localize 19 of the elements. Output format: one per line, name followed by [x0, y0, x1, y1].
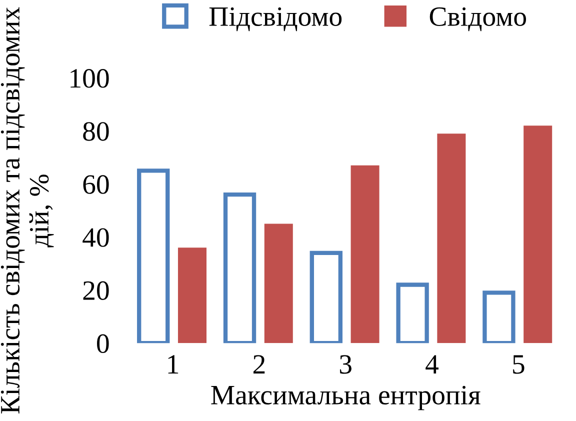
x-tick-label: 3: [340, 355, 352, 374]
x-tick-label: 5: [513, 355, 524, 374]
x-tick-label: 4: [426, 355, 439, 374]
bar: [524, 126, 552, 344]
y-tick-label: 20: [83, 281, 109, 300]
y-tick-label: 0: [97, 334, 109, 354]
bar: [437, 134, 466, 344]
legend-label: Свідомо: [430, 7, 526, 32]
x-tick-label: 2: [253, 355, 265, 374]
y-tick-label: 40: [82, 228, 109, 247]
y-tick-label: 100: [70, 69, 109, 88]
x-tick-label: 1: [168, 355, 178, 374]
x-axis-title: Максимальна ентропія: [211, 386, 480, 410]
y-axis-title: Кількість свідомих та підсвідомих дій, %: [0, 7, 54, 414]
y-tick-label: 80: [83, 122, 109, 141]
y-tick-label: 60: [83, 175, 109, 194]
bar: [350, 165, 380, 344]
legend-label: Підсвідомо: [209, 7, 342, 32]
bar: [264, 224, 293, 344]
